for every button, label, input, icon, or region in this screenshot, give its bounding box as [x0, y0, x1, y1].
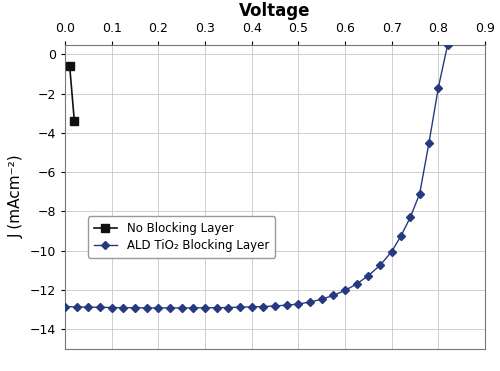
No Blocking Layer [66, 64, 72, 68]
ALD TiO₂ Blocking Layer [156, 306, 162, 310]
ALD TiO₂ Blocking Layer [86, 305, 91, 309]
ALD TiO₂ Blocking Layer [307, 300, 313, 304]
ALD TiO₂ Blocking Layer [342, 288, 348, 293]
ALD TiO₂ Blocking Layer [426, 141, 432, 145]
ALD TiO₂ Blocking Layer [330, 293, 336, 298]
ALD TiO₂ Blocking Layer [202, 305, 208, 310]
ALD TiO₂ Blocking Layer [296, 302, 302, 306]
Line: ALD TiO₂ Blocking Layer: ALD TiO₂ Blocking Layer [62, 42, 451, 311]
ALD TiO₂ Blocking Layer [190, 306, 196, 310]
ALD TiO₂ Blocking Layer [167, 306, 173, 310]
Y-axis label: J (mAcm⁻²): J (mAcm⁻²) [9, 155, 24, 239]
ALD TiO₂ Blocking Layer [178, 306, 184, 310]
Line: No Blocking Layer: No Blocking Layer [66, 62, 78, 125]
ALD TiO₂ Blocking Layer [248, 305, 254, 309]
ALD TiO₂ Blocking Layer [74, 305, 80, 309]
Legend: No Blocking Layer, ALD TiO₂ Blocking Layer: No Blocking Layer, ALD TiO₂ Blocking Lay… [88, 216, 275, 257]
ALD TiO₂ Blocking Layer [272, 304, 278, 308]
ALD TiO₂ Blocking Layer [97, 305, 103, 309]
ALD TiO₂ Blocking Layer [214, 305, 220, 310]
ALD TiO₂ Blocking Layer [416, 191, 422, 196]
ALD TiO₂ Blocking Layer [436, 85, 442, 90]
ALD TiO₂ Blocking Layer [132, 305, 138, 310]
ALD TiO₂ Blocking Layer [284, 303, 290, 308]
ALD TiO₂ Blocking Layer [354, 282, 360, 286]
ALD TiO₂ Blocking Layer [366, 273, 372, 278]
ALD TiO₂ Blocking Layer [377, 263, 383, 267]
ALD TiO₂ Blocking Layer [260, 304, 266, 309]
ALD TiO₂ Blocking Layer [237, 305, 243, 309]
ALD TiO₂ Blocking Layer [62, 304, 68, 309]
ALD TiO₂ Blocking Layer [108, 305, 114, 310]
ALD TiO₂ Blocking Layer [398, 234, 404, 238]
ALD TiO₂ Blocking Layer [318, 297, 324, 302]
No Blocking Layer [72, 119, 78, 123]
ALD TiO₂ Blocking Layer [226, 305, 232, 310]
ALD TiO₂ Blocking Layer [388, 249, 394, 254]
ALD TiO₂ Blocking Layer [408, 215, 414, 220]
X-axis label: Voltage: Voltage [240, 1, 311, 20]
ALD TiO₂ Blocking Layer [144, 306, 150, 310]
ALD TiO₂ Blocking Layer [120, 305, 126, 310]
ALD TiO₂ Blocking Layer [444, 42, 450, 47]
